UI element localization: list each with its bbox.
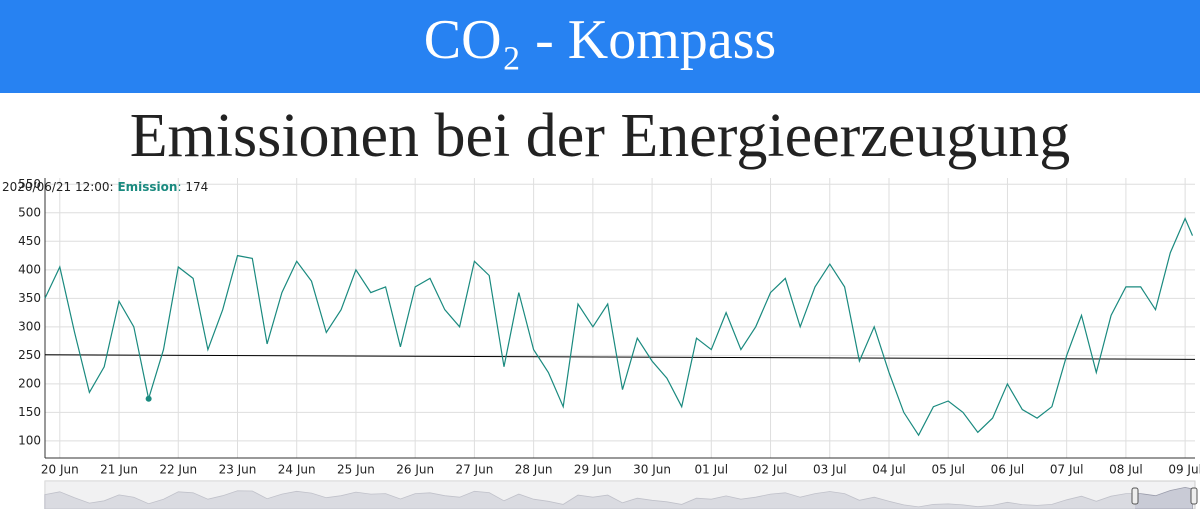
y-tick-label: 500	[18, 205, 41, 219]
x-tick-label: 22 Jun	[159, 463, 197, 477]
chart: 100 150 200 250 300 350 400 450 500 550 20 Jun 21 J…	[2, 177, 1200, 509]
x-tick-label: 06 Jul	[991, 463, 1025, 477]
x-tick-label: 08 Jul	[1109, 463, 1143, 477]
range-handle[interactable]	[1190, 487, 1198, 505]
data-line	[44, 216, 1194, 437]
x-tick-label: 29 Jun	[574, 463, 612, 477]
y-tick-label: 150	[18, 405, 41, 419]
x-tick-label: 05 Jul	[931, 463, 965, 477]
legend: 2020/06/21 12:00: Emission: 174	[2, 180, 208, 194]
x-tick-label: 25 Jun	[337, 463, 375, 477]
x-tick-label: 20 Jun	[41, 463, 79, 477]
range-selector-shade	[45, 481, 1135, 509]
header-title: CO₂ - Kompass	[424, 9, 776, 71]
y-tick-label: 100	[18, 433, 41, 447]
y-tick-label: 250	[18, 348, 41, 362]
x-tick-label: 07 Jul	[1050, 463, 1084, 477]
legend-time: 2020/06/21 12:00:	[2, 180, 114, 194]
legend-value: 174	[185, 180, 208, 194]
x-tick-label: 03 Jul	[813, 463, 847, 477]
range-handle[interactable]	[1131, 487, 1139, 505]
range-selector-area	[44, 486, 1193, 509]
x-tick-label: 01 Jul	[695, 463, 729, 477]
y-tick-label: 350	[18, 291, 41, 305]
x-tick-label: 21 Jun	[100, 463, 138, 477]
y-tick-label: 550	[18, 177, 41, 191]
x-tick-label: 27 Jun	[455, 463, 493, 477]
legend-separator: :	[177, 180, 181, 194]
x-tick-label: 23 Jun	[219, 463, 257, 477]
subtitle: Emissionen bei der Energieerzeugung	[130, 102, 1071, 170]
x-tick-label: 26 Jun	[396, 463, 434, 477]
highlight-point	[145, 395, 152, 402]
y-tick-label: 400	[18, 262, 41, 276]
x-tick-label: 02 Jul	[754, 463, 788, 477]
x-tick-label: 28 Jun	[515, 463, 553, 477]
y-tick-label: 450	[18, 234, 41, 248]
y-tick-label: 300	[18, 319, 41, 333]
reference-line	[44, 354, 1196, 360]
legend-series-name: Emission	[117, 180, 177, 194]
y-tick-label: 200	[18, 376, 41, 390]
x-tick-label: 30 Jun	[633, 463, 671, 477]
x-tick-label: 04 Jul	[872, 463, 906, 477]
x-tick-label: 09 Jul	[1168, 463, 1200, 477]
x-tick-label: 24 Jun	[278, 463, 316, 477]
header-bar	[0, 0, 1200, 93]
